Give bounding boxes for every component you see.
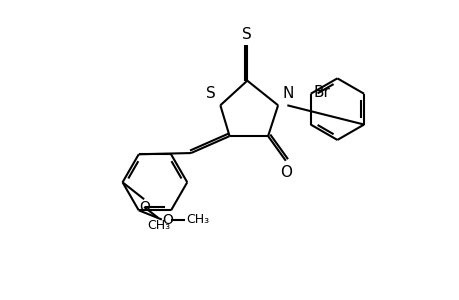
Text: CH₃: CH₃ <box>147 219 170 232</box>
Text: S: S <box>242 27 252 42</box>
Text: Br: Br <box>313 85 330 100</box>
Text: CH₃: CH₃ <box>186 213 209 226</box>
Text: O: O <box>139 200 150 214</box>
Text: S: S <box>206 86 215 101</box>
Text: N: N <box>282 86 293 101</box>
Text: O: O <box>280 165 292 180</box>
Text: O: O <box>162 212 173 226</box>
